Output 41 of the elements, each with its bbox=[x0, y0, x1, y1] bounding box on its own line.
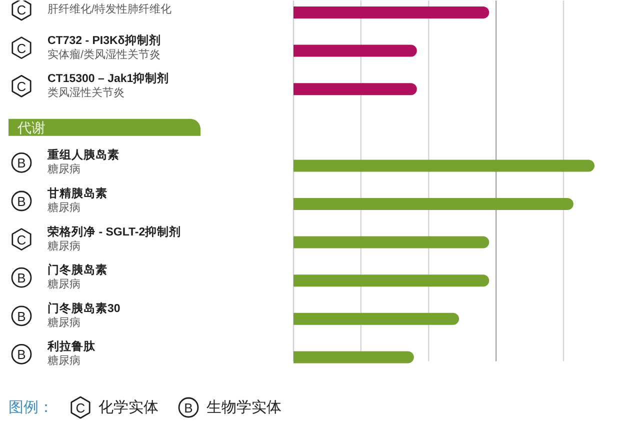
bar bbox=[294, 44, 417, 57]
text: 糖尿病 bbox=[48, 278, 80, 291]
text: B bbox=[17, 308, 26, 324]
y-tick-label: 甘精胰岛素 bbox=[46, 186, 108, 200]
bar bbox=[294, 83, 417, 96]
text: C bbox=[16, 2, 26, 18]
text: B bbox=[17, 347, 26, 362]
text: C bbox=[16, 40, 26, 56]
text: B bbox=[17, 270, 26, 286]
text: B bbox=[17, 156, 26, 171]
text: 糖尿病 bbox=[48, 354, 80, 368]
text: 肝纤维化/特发性肺纤维化 bbox=[48, 2, 172, 16]
y-tick-label: 荣格列净 - SGLT-2抑制剂 bbox=[46, 224, 182, 238]
text: 糖尿病 bbox=[48, 162, 80, 176]
bar bbox=[294, 312, 460, 325]
bar bbox=[294, 6, 490, 18]
bar bbox=[294, 198, 574, 210]
y-tick-label: 利拉鲁肽 bbox=[46, 339, 96, 354]
text: 实体瘤/类风湿性关节炎 bbox=[48, 48, 161, 61]
text: C bbox=[16, 232, 26, 248]
y-tick-label: 重组人胰岛素 bbox=[46, 148, 120, 162]
text: 图例： bbox=[8, 399, 54, 416]
text: 代谢 bbox=[16, 119, 46, 136]
text: 化学实体 bbox=[98, 399, 158, 416]
bar bbox=[294, 274, 490, 287]
text: 生物学实体 bbox=[206, 399, 282, 416]
text: B bbox=[17, 194, 26, 209]
bar bbox=[294, 236, 490, 248]
text: B bbox=[184, 400, 193, 416]
text: 类风湿性关节炎 bbox=[48, 86, 124, 100]
y-tick-label: CT15300 – Jak1抑制剂 bbox=[48, 71, 170, 86]
text: 糖尿病 bbox=[48, 201, 80, 214]
bar bbox=[294, 160, 594, 172]
text: 糖尿病 bbox=[48, 239, 80, 252]
y-tick-label: 门冬胰岛素 bbox=[48, 262, 108, 277]
bar bbox=[294, 351, 414, 364]
y-tick-label: CT732 - PI3Kδ抑制剂 bbox=[48, 32, 161, 47]
y-tick-label: 门冬胰岛素30 bbox=[48, 300, 120, 315]
text: C bbox=[76, 400, 86, 416]
text: 糖尿病 bbox=[48, 316, 80, 329]
text: C bbox=[16, 79, 26, 94]
